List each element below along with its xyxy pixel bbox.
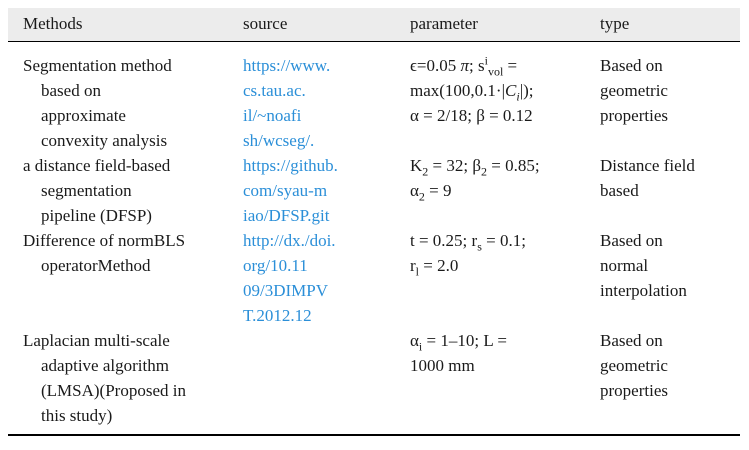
row1-method-line: Segmentation method (23, 56, 172, 75)
row1-method-line: approximate (41, 106, 126, 125)
row3-source-line[interactable]: org/10.11 (243, 256, 308, 275)
row2-source-link[interactable]: https://github. com/syau-m iao/DFSP.git (243, 153, 383, 228)
row4-type-line: properties (600, 381, 668, 400)
row1-type: Based on geometric properties (600, 53, 740, 128)
row4-parameter-line2: 1000 mm (410, 356, 475, 375)
row4-method-line: adaptive algorithm (41, 356, 169, 375)
row4-parameter-line1: αi = 1–10; L = (410, 331, 507, 354)
row2-type-line: Distance field (600, 156, 695, 175)
row3-parameter: t = 0.25; rs = 0.1; rl = 2.0 (410, 228, 590, 278)
row3-source-line[interactable]: T.2012.12 (243, 306, 312, 325)
row1-type-line: Based on (600, 56, 663, 75)
row4-method: Laplacian multi-scale adaptive algorithm… (23, 328, 238, 428)
row1-type-line: geometric (600, 81, 668, 100)
row3-source-link[interactable]: http://dx./doi. org/10.11 09/3DIMPV T.20… (243, 228, 383, 328)
row2-parameter-line1: K2 = 32; β2 = 0.85; (410, 156, 540, 179)
row2-method-line: a distance field-based (23, 156, 171, 175)
row3-parameter-line2: rl = 2.0 (410, 256, 459, 279)
row2-method-line: segmentation (41, 181, 132, 200)
row1-method-line: based on (41, 81, 101, 100)
header-type: type (600, 14, 630, 33)
row1-parameter-line1: ϵ=0.05 π; sivol = (410, 53, 518, 79)
row3-type-line: interpolation (600, 281, 687, 300)
row4-type-line: Based on (600, 331, 663, 350)
header-parameter: parameter (410, 14, 478, 33)
row2-parameter: K2 = 32; β2 = 0.85; α2 = 9 (410, 153, 590, 203)
header-rule (8, 41, 740, 42)
header-source: source (243, 14, 288, 33)
row2-parameter-line2: α2 = 9 (410, 181, 452, 204)
row3-parameter-line1: t = 0.25; rs = 0.1; (410, 231, 526, 254)
row3-source-line[interactable]: 09/3DIMPV (243, 281, 329, 300)
row4-parameter: αi = 1–10; L = 1000 mm (410, 328, 590, 378)
row4-method-line: (LMSA)(Proposed in (41, 381, 186, 400)
row1-method: Segmentation method based on approximate… (23, 53, 238, 153)
row2-source-line[interactable]: iao/DFSP.git (243, 206, 330, 225)
row2-method-line: pipeline (DFSP) (41, 206, 152, 225)
row1-method-line: convexity analysis (41, 131, 168, 150)
row1-source-link[interactable]: https://www. cs.tau.ac. il/~noafi sh/wcs… (243, 53, 383, 153)
row4-method-line: Laplacian multi-scale (23, 331, 170, 350)
row1-source-line[interactable]: sh/wcseg/. (243, 131, 315, 150)
row3-source-line[interactable]: http://dx./doi. (243, 231, 336, 250)
row2-type-line: based (600, 181, 639, 200)
row3-type-line: Based on (600, 231, 663, 250)
row1-type-line: properties (600, 106, 668, 125)
row3-method-line: operatorMethod (41, 256, 151, 275)
row3-type-line: normal (600, 256, 649, 275)
row1-parameter-line2: max(100,0.1·|Ci|); (410, 81, 534, 104)
row4-type: Based on geometric properties (600, 328, 740, 403)
row2-type: Distance field based (600, 153, 740, 203)
row1-source-line[interactable]: il/~noafi (243, 106, 302, 125)
header-methods: Methods (23, 14, 83, 33)
row3-type: Based on normal interpolation (600, 228, 740, 303)
table-header-background (8, 8, 740, 41)
row2-source-line[interactable]: https://github. (243, 156, 338, 175)
row3-method-line: Difference of normBLS (23, 231, 186, 250)
row1-parameter: ϵ=0.05 π; sivol = max(100,0.1·|Ci|); α =… (410, 53, 590, 128)
row2-method: a distance field-based segmentation pipe… (23, 153, 238, 228)
row1-parameter-line3: α = 2/18; β = 0.12 (410, 106, 533, 125)
row1-source-line[interactable]: https://www. (243, 56, 331, 75)
row2-source-line[interactable]: com/syau-m (243, 181, 328, 200)
row3-method: Difference of normBLS operatorMethod (23, 228, 238, 278)
row4-method-line: this study) (41, 406, 113, 425)
row4-type-line: geometric (600, 356, 668, 375)
row1-source-line[interactable]: cs.tau.ac. (243, 81, 306, 100)
table-bottom-rule (8, 434, 740, 436)
